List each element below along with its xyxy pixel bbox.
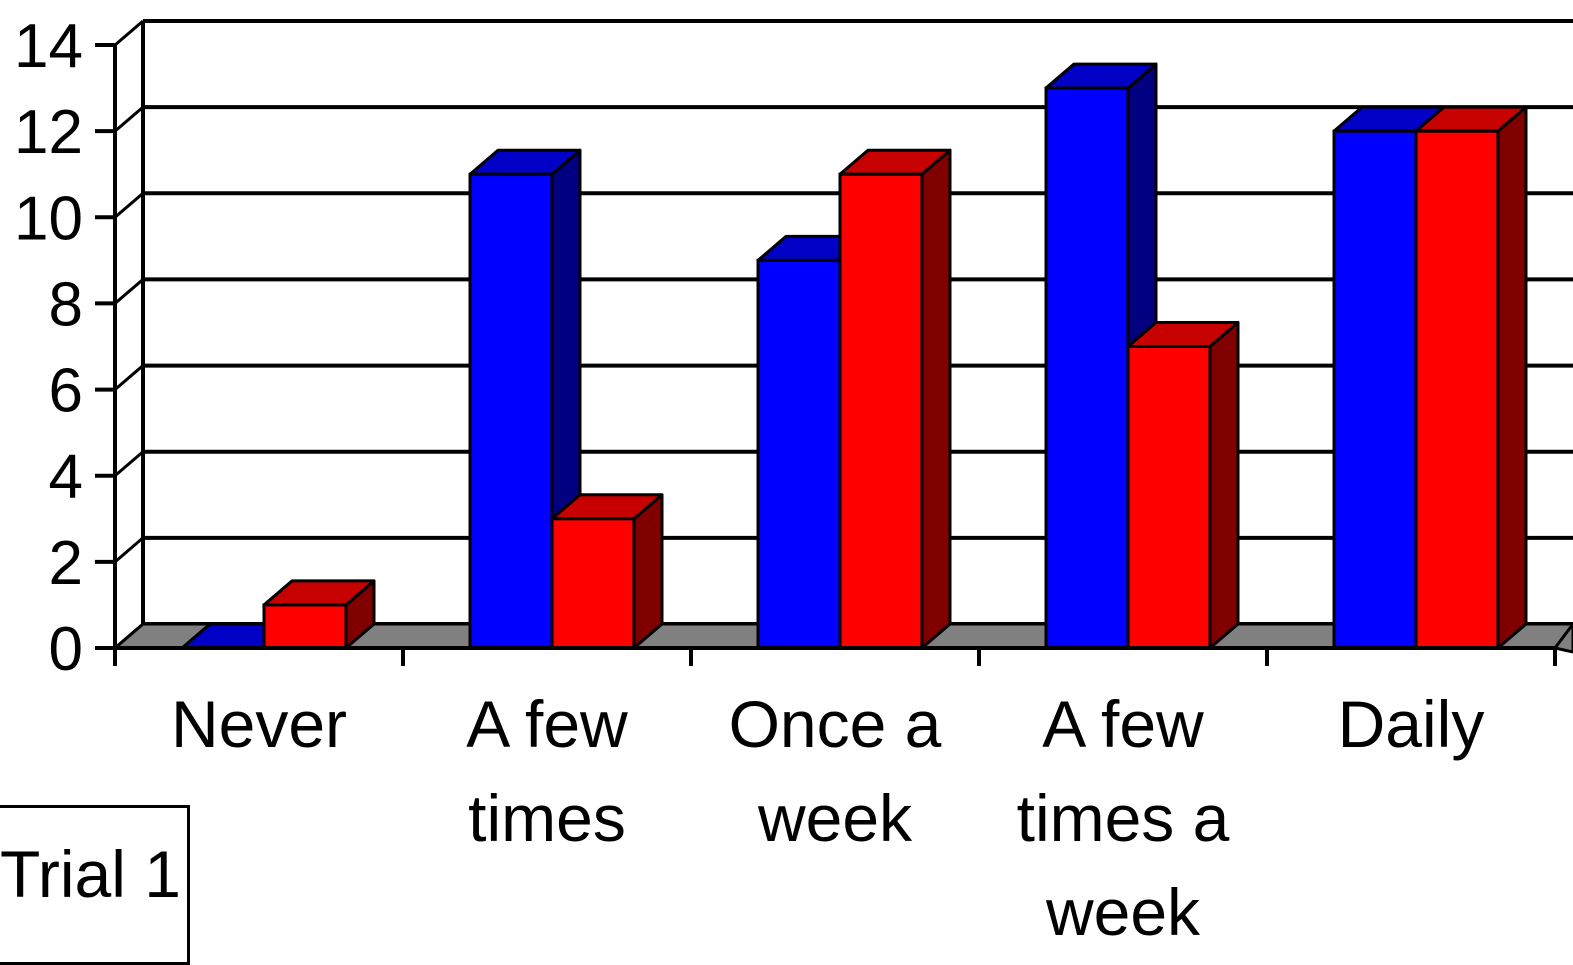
bar-side bbox=[1496, 105, 1528, 650]
x-tick-label: Once a week bbox=[729, 687, 942, 855]
bar bbox=[262, 579, 376, 650]
bar-front bbox=[468, 172, 554, 650]
x-tick-label-line: A few bbox=[1042, 687, 1204, 761]
y-tick-label: 4 bbox=[49, 443, 83, 512]
bar-front bbox=[1044, 86, 1130, 650]
floor-edge bbox=[1553, 623, 1573, 649]
axes bbox=[95, 43, 1573, 666]
x-tick-label-line: Once a bbox=[729, 687, 942, 761]
y-tick-label: 14 bbox=[14, 12, 83, 81]
bar-front bbox=[262, 603, 348, 650]
y-tick-label: 0 bbox=[49, 615, 83, 684]
bar-front bbox=[550, 517, 636, 650]
y-tick-label: 12 bbox=[14, 98, 83, 167]
x-tick-label: Daily bbox=[1338, 687, 1485, 761]
legend bbox=[0, 805, 190, 965]
gridline-side bbox=[114, 192, 144, 219]
gridline-side bbox=[114, 536, 144, 563]
x-tick-label: A few times a week bbox=[1017, 687, 1230, 946]
x-tick-label-line: week bbox=[1045, 875, 1201, 946]
x-tick-label-line: Daily bbox=[1338, 687, 1485, 761]
y-tick-label: 10 bbox=[14, 184, 83, 253]
x-tick-label-line: A few bbox=[466, 687, 628, 761]
bar bbox=[838, 148, 952, 650]
gridline-side bbox=[114, 106, 144, 133]
x-tick-label: A few times bbox=[466, 687, 628, 855]
gridline-side bbox=[114, 450, 144, 477]
y-tick-label: 2 bbox=[49, 529, 83, 598]
bar bbox=[1126, 321, 1240, 650]
gridline-side bbox=[114, 364, 144, 391]
y-tick-label: 8 bbox=[49, 270, 83, 339]
bar-side bbox=[1208, 321, 1240, 650]
bar-front bbox=[1126, 345, 1212, 650]
bar-side bbox=[920, 148, 952, 650]
x-tick-label-line: Never bbox=[171, 687, 347, 761]
x-tick-label-line: times bbox=[468, 781, 626, 855]
bars bbox=[180, 62, 1528, 650]
y-tick-label: 6 bbox=[49, 357, 83, 426]
gridline-side bbox=[114, 278, 144, 305]
x-tick-label-line: week bbox=[757, 781, 913, 855]
x-tick-label-line: times a bbox=[1017, 781, 1230, 855]
x-tick-label: Never bbox=[171, 687, 347, 761]
legend-entry-label: Trial 1 bbox=[0, 837, 181, 911]
bar-front bbox=[1332, 129, 1418, 650]
bar-front bbox=[1414, 129, 1500, 650]
bar bbox=[550, 493, 664, 650]
bar-front bbox=[838, 172, 924, 650]
gridline-side bbox=[114, 19, 144, 47]
bar bbox=[1414, 105, 1528, 650]
bar-side bbox=[632, 493, 664, 650]
bar-front bbox=[756, 258, 842, 650]
